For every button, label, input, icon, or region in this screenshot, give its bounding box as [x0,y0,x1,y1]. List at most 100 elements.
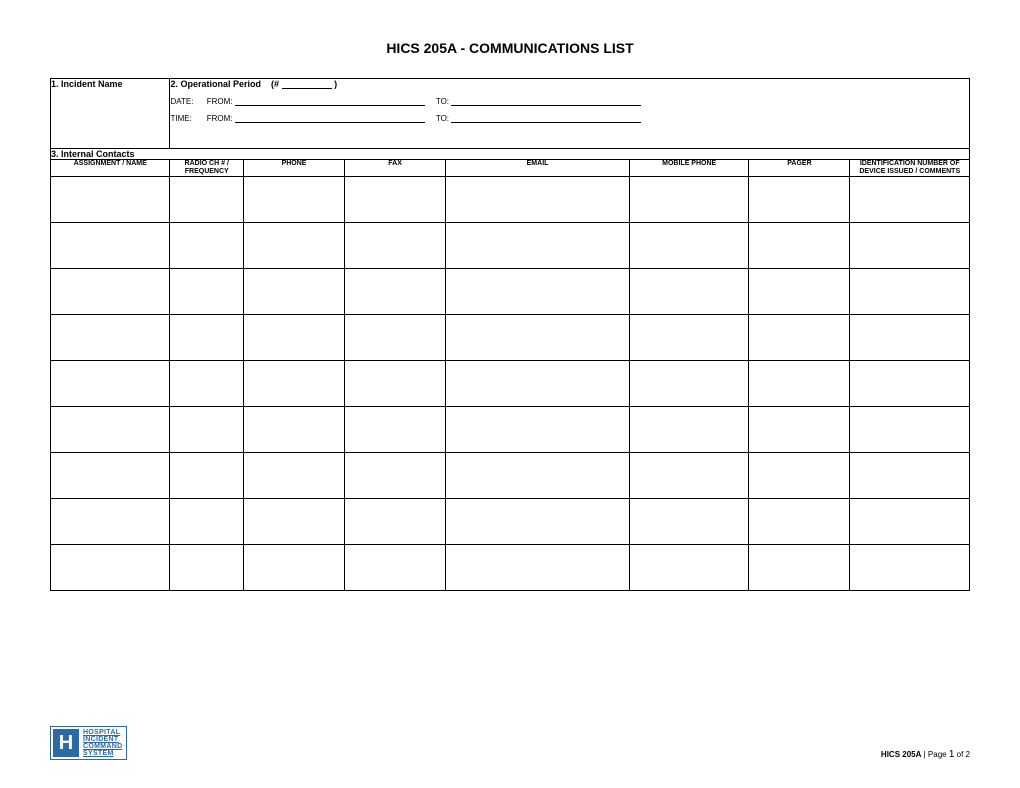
logo-line: HOSPITAL [83,729,120,736]
cell[interactable] [170,407,244,453]
cell[interactable] [51,499,170,545]
cell[interactable] [345,315,446,361]
cell[interactable] [749,177,850,223]
col-radio-ch: RADIO CH # / FREQUENCY [170,160,244,177]
cell[interactable] [446,407,630,453]
cell[interactable] [51,223,170,269]
cell[interactable] [345,361,446,407]
cell[interactable] [243,315,344,361]
cell[interactable] [749,407,850,453]
cell[interactable] [629,499,748,545]
cell[interactable] [243,177,344,223]
cell[interactable] [243,361,344,407]
cell[interactable] [446,315,630,361]
cell[interactable] [446,545,630,591]
cell[interactable] [446,223,630,269]
incident-name-label: 1. Incident Name [51,79,123,89]
cell[interactable] [345,407,446,453]
logo-h-icon: H [53,729,79,757]
cell[interactable] [170,361,244,407]
time-to-blank[interactable] [451,114,641,123]
cell[interactable] [629,177,748,223]
cell[interactable] [51,315,170,361]
cell[interactable] [850,499,970,545]
cell[interactable] [243,499,344,545]
cell[interactable] [345,545,446,591]
time-label: TIME: [170,114,204,123]
cell[interactable] [170,269,244,315]
date-to-blank[interactable] [451,97,641,106]
cell[interactable] [345,499,446,545]
page-total: 2 [966,750,970,759]
table-row [51,223,970,269]
cell[interactable] [345,269,446,315]
logo-text: HOSPITAL INCIDENT COMMAND SYSTEM [83,729,122,757]
cell[interactable] [51,453,170,499]
form-table: 1. Incident Name 2. Operational Period (… [50,78,970,591]
page-label: Page [928,750,947,759]
time-from-label: FROM: [207,114,233,123]
cell[interactable] [749,223,850,269]
cell[interactable] [446,361,630,407]
cell[interactable] [446,177,630,223]
cell[interactable] [629,361,748,407]
cell[interactable] [51,269,170,315]
logo-line: INCIDENT [83,736,118,743]
cell[interactable] [243,545,344,591]
cell[interactable] [51,545,170,591]
table-row [51,361,970,407]
cell[interactable] [850,407,970,453]
cell[interactable] [446,269,630,315]
cell[interactable] [850,315,970,361]
cell[interactable] [51,407,170,453]
table-row [51,545,970,591]
cell[interactable] [446,453,630,499]
col-assignment-name: ASSIGNMENT / NAME [51,160,170,177]
cell[interactable] [345,453,446,499]
cell[interactable] [243,223,344,269]
cell[interactable] [749,453,850,499]
cell[interactable] [850,453,970,499]
cell[interactable] [850,177,970,223]
cell[interactable] [850,545,970,591]
date-from-blank[interactable] [235,97,425,106]
cell[interactable] [749,315,850,361]
cell[interactable] [446,499,630,545]
col-pager: PAGER [749,160,850,177]
page-indicator: HICS 205A | Page 1 of 2 [881,749,970,760]
time-from-blank[interactable] [235,114,425,123]
cell[interactable] [629,453,748,499]
cell[interactable] [850,223,970,269]
cell[interactable] [170,315,244,361]
cell[interactable] [51,361,170,407]
cell[interactable] [629,269,748,315]
col-email: EMAIL [446,160,630,177]
cell[interactable] [629,407,748,453]
cell[interactable] [243,453,344,499]
cell[interactable] [345,223,446,269]
cell[interactable] [629,223,748,269]
cell[interactable] [170,177,244,223]
time-row: TIME: FROM: TO: [170,114,969,123]
cell[interactable] [629,545,748,591]
cell[interactable] [850,361,970,407]
cell[interactable] [749,499,850,545]
cell[interactable] [170,453,244,499]
cell[interactable] [170,499,244,545]
table-row [51,407,970,453]
cell[interactable] [629,315,748,361]
cell[interactable] [243,407,344,453]
cell[interactable] [243,269,344,315]
cell[interactable] [749,269,850,315]
form-title: HICS 205A - COMMUNICATIONS LIST [50,40,970,56]
footer: H HOSPITAL INCIDENT COMMAND SYSTEM HICS … [50,726,970,760]
cell[interactable] [345,177,446,223]
cell[interactable] [170,545,244,591]
cell[interactable] [170,223,244,269]
op-number-blank[interactable] [282,80,332,89]
cell[interactable] [850,269,970,315]
cell[interactable] [51,177,170,223]
cell[interactable] [749,545,850,591]
cell[interactable] [749,361,850,407]
table-row [51,453,970,499]
